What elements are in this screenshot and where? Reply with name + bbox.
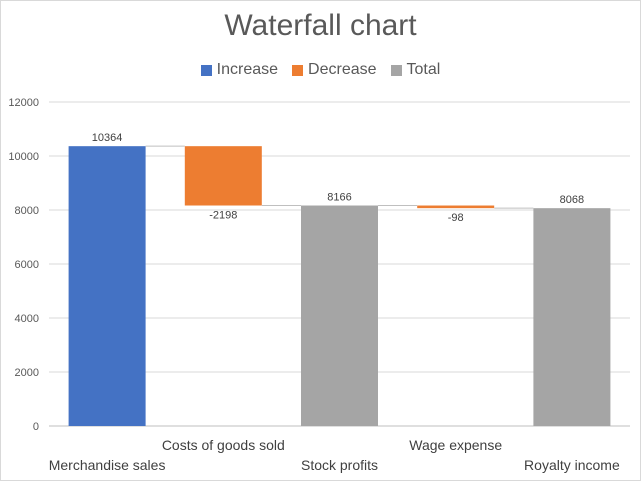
legend-label-increase: Increase — [216, 61, 279, 78]
data-label: 10364 — [92, 132, 123, 144]
legend-item-increase: Increase — [200, 61, 279, 79]
category-label: Wage expense — [409, 437, 502, 453]
legend-label-decrease: Decrease — [308, 61, 377, 78]
chart-legend: Increase Decrease Total — [1, 61, 640, 79]
category-label: Stock profits — [301, 457, 378, 473]
bar-decrease — [417, 205, 495, 209]
legend-label-total: Total — [406, 61, 441, 78]
legend-swatch-decrease — [292, 64, 304, 76]
legend-item-decrease: Decrease — [292, 61, 377, 79]
legend-item-total: Total — [390, 61, 441, 79]
chart-title: Waterfall chart — [224, 9, 417, 42]
data-label: 8166 — [327, 192, 351, 204]
bar-total — [533, 208, 611, 426]
data-label: 8068 — [560, 194, 584, 206]
y-tick-label: 6000 — [15, 259, 39, 271]
bar-decrease — [184, 146, 262, 206]
category-label: Royalty income — [524, 457, 620, 473]
bar-increase — [68, 146, 146, 426]
category-label: Merchandise sales — [49, 457, 166, 473]
data-label: -2198 — [209, 210, 237, 222]
y-tick-label: 12000 — [8, 97, 39, 109]
legend-swatch-increase — [200, 64, 212, 76]
legend-swatch-total — [390, 64, 402, 76]
y-tick-label: 4000 — [15, 313, 39, 325]
y-tick-label: 10000 — [8, 151, 39, 163]
data-label: -98 — [448, 212, 464, 224]
y-tick-label: 0 — [33, 421, 39, 433]
y-tick-label: 8000 — [15, 205, 39, 217]
y-tick-label: 2000 — [15, 367, 39, 379]
category-label: Costs of goods sold — [162, 437, 285, 453]
bar-total — [301, 205, 378, 426]
